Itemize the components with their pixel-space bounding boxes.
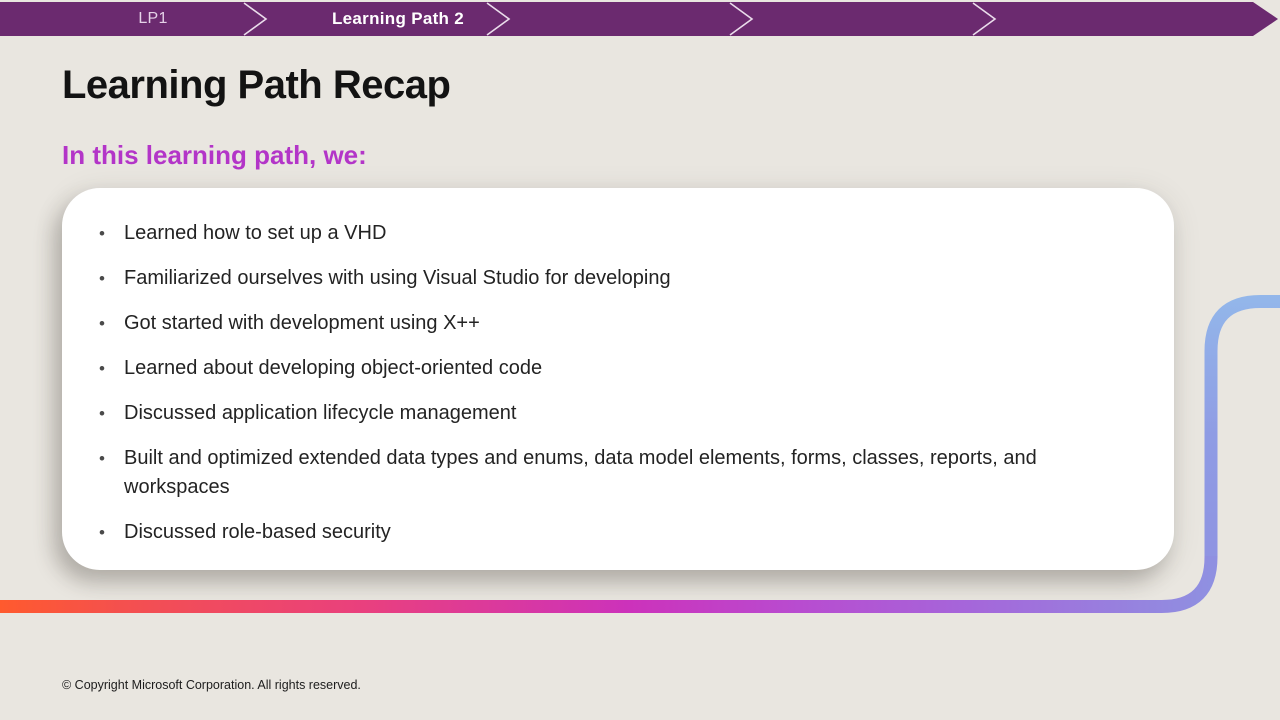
chevron-separator-icon [729,2,754,36]
breadcrumb-segment-learning-path-2: Learning Path 2 [331,9,465,28]
recap-bullet-item: Discussed application lifecycle manageme… [95,399,1074,428]
recap-bullet-item: Learned about developing object-oriented… [95,354,1074,383]
recap-bullet-item: Learned how to set up a VHD [95,219,1074,248]
recap-bullet-item: Familiarized ourselves with using Visual… [95,264,1074,293]
page-subtitle: In this learning path, we: [62,140,367,170]
recap-bullet-item: Discussed role-based security [95,518,1074,547]
recap-card: Learned how to set up a VHD Familiarized… [62,188,1174,570]
chevron-separator-icon [486,2,511,36]
breadcrumb-arrow-shape [0,2,1278,36]
breadcrumb-bar: LP1 Learning Path 2 [0,0,1280,38]
footer-copyright: © Copyright Microsoft Corporation. All r… [62,678,361,692]
page-title: Learning Path Recap [62,63,451,107]
breadcrumb-bar-graphic [0,2,1278,36]
chevron-separator-icon [972,2,997,36]
recap-bullet-item: Got started with development using X++ [95,309,1074,338]
recap-bullet-item: Built and optimized extended data types … [95,444,1074,502]
chevron-separator-icon [243,2,268,36]
swoosh-right-segment [1204,295,1280,556]
recap-bullet-list: Learned how to set up a VHD Familiarized… [95,219,1134,547]
breadcrumb-segment-lp1: LP1 [138,10,168,27]
